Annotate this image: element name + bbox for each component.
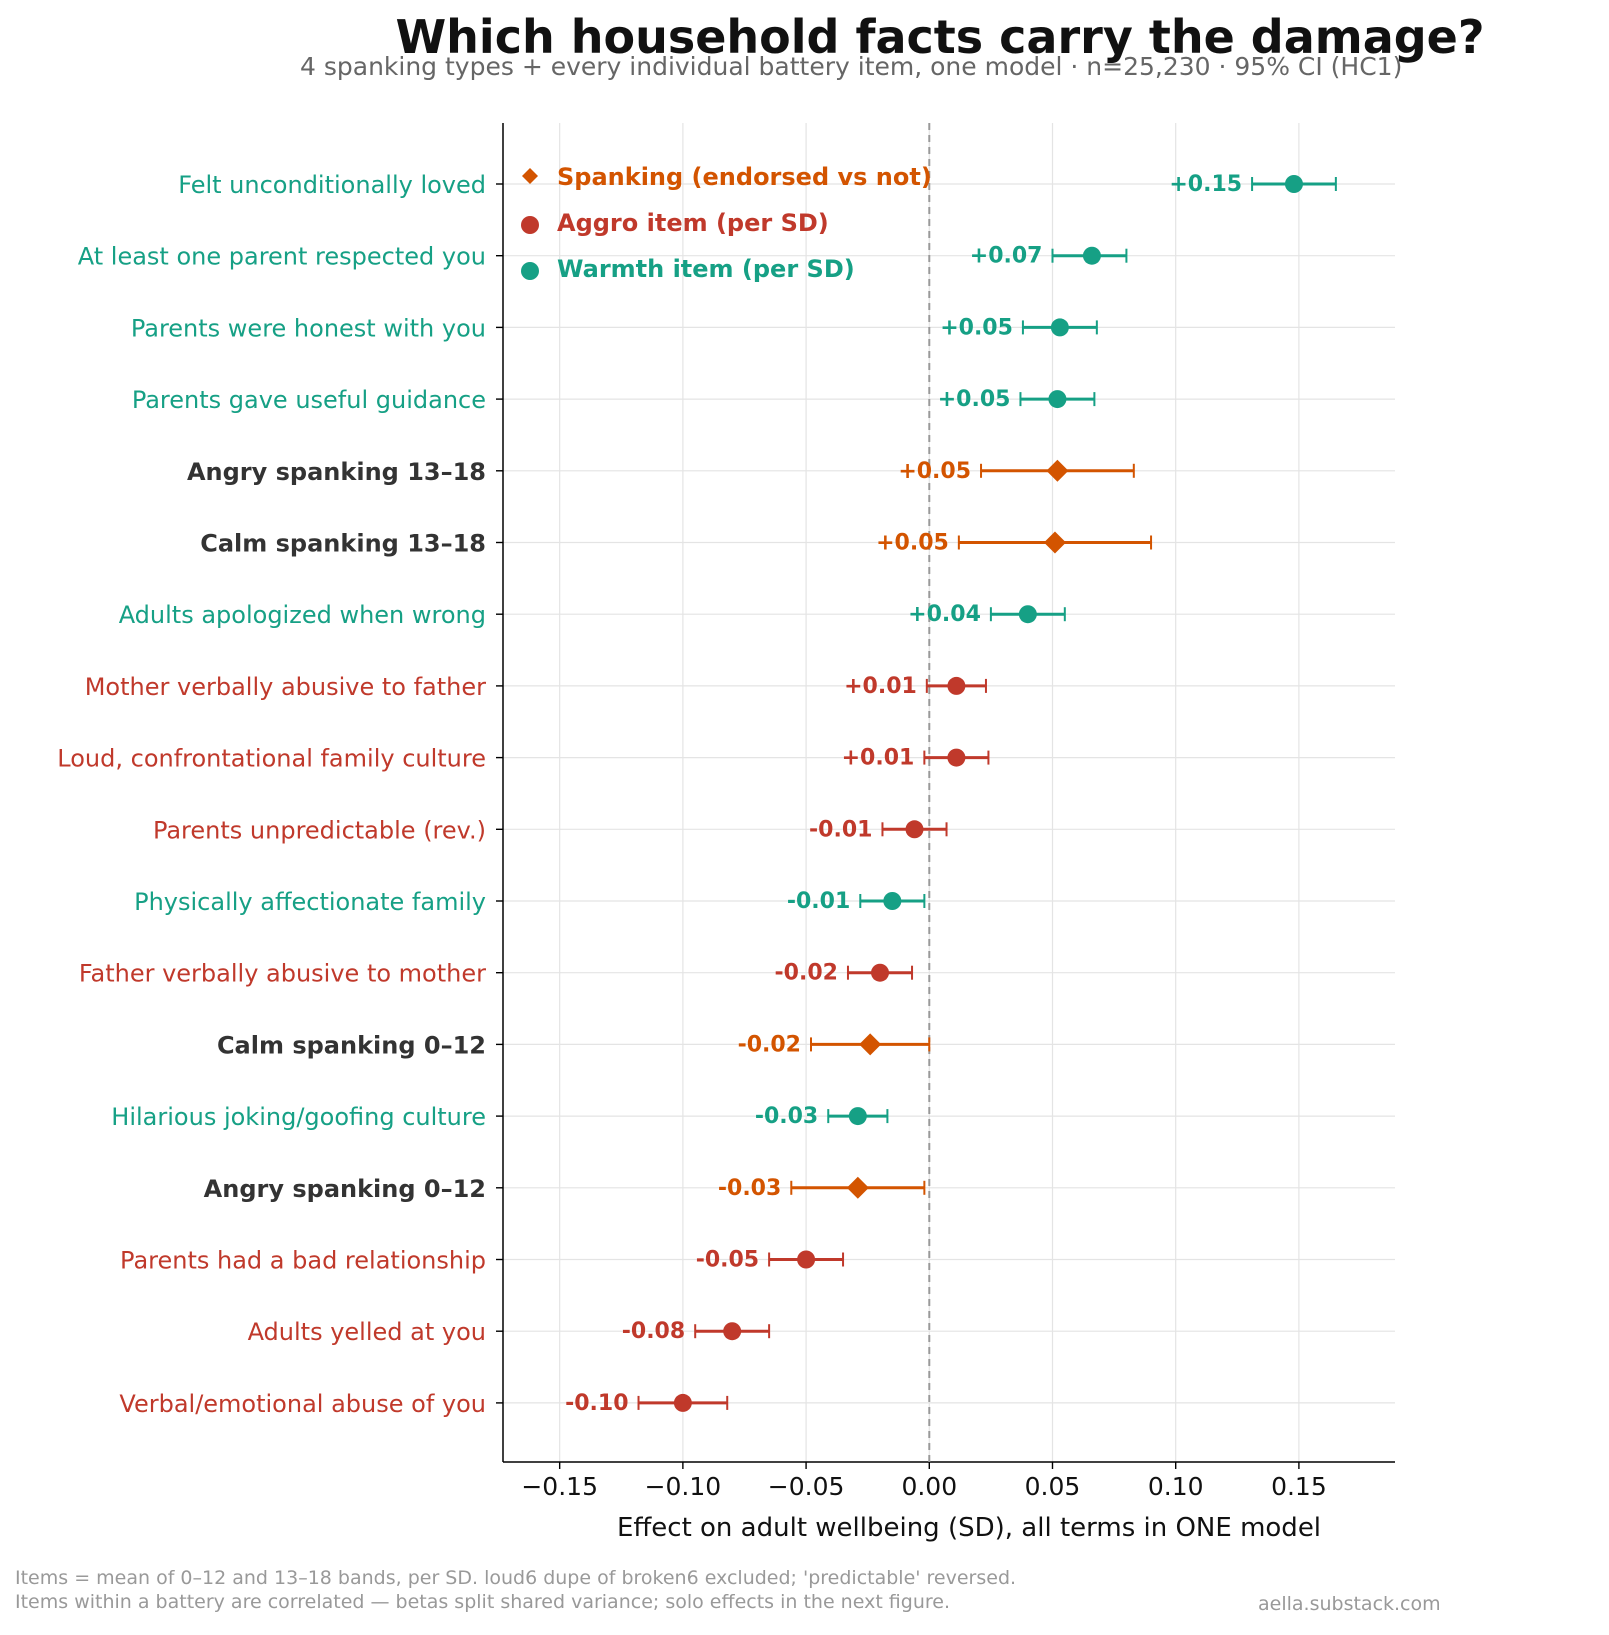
legend-label: Warmth item (per SD) [557,255,855,283]
row-label: Adults apologized when wrong [119,601,486,629]
value-label: -0.03 [755,1104,818,1129]
value-label: -0.05 [696,1248,759,1273]
row-label: Verbal/emotional abuse of you [119,1390,486,1418]
legend-label: Spanking (endorsed vs not) [557,163,932,191]
row-label: Adults yelled at you [248,1318,486,1346]
labels-layer: Felt unconditionally loved +0.15 At least … [57,171,1242,1418]
legend-marker-circle [521,216,539,234]
row-label: Angry spanking 13–18 [187,458,486,486]
estimate-point [905,820,924,839]
value-label: +0.05 [940,315,1013,340]
row-label: Felt unconditionally loved [178,171,486,199]
value-label: +0.05 [938,387,1011,412]
row-label: Parents unpredictable (rev.) [153,816,486,844]
row-label: At least one parent respected you [78,243,486,271]
value-label: -0.01 [787,889,850,914]
estimate-point [883,892,902,910]
estimate-point [1048,390,1067,409]
value-label: -0.01 [809,817,872,842]
row-label: Hilarious joking/goofing culture [111,1103,486,1131]
x-tick-label: −0.10 [645,1472,722,1501]
estimate-point [673,1393,692,1412]
x-tick-label: 0.10 [1148,1472,1204,1501]
row-label: Mother verbally abusive to father [85,673,486,701]
legend-marker-circle [521,262,539,280]
row-label: Physically affectionate family [134,888,486,916]
estimate-point [723,1322,742,1341]
estimate-diamond [1043,531,1066,554]
estimate-point [947,748,966,767]
estimate-diamond [1046,459,1069,482]
value-label: +0.04 [908,602,981,627]
value-label: +0.01 [842,746,915,771]
chart-title: Which household facts carry the damage? [395,10,1485,64]
row-label: Parents gave useful guidance [132,386,486,414]
marks-layer [637,175,1337,1412]
estimate-diamond [846,1176,869,1199]
estimate-point [1284,175,1303,193]
x-tick-label: −0.05 [768,1472,845,1501]
estimate-point [848,1107,867,1126]
value-label: +0.01 [844,674,917,699]
value-label: -0.02 [775,961,838,986]
x-axis-label: Effect on adult wellbeing (SD), all term… [617,1513,1321,1543]
estimate-point [871,963,890,982]
row-label: Calm spanking 13–18 [200,530,486,558]
row-label: Parents were honest with you [131,314,486,342]
estimate-point [797,1250,816,1269]
value-label: -0.10 [565,1391,628,1416]
x-tick-label: 0.05 [1025,1472,1081,1501]
x-tick-label: −0.15 [521,1472,598,1501]
value-label: +0.15 [1169,172,1242,197]
row-label: Calm spanking 0–12 [217,1031,486,1059]
value-label: -0.02 [738,1032,801,1057]
legend: Spanking (endorsed vs not) Aggro item (pe… [521,163,932,283]
x-tick-label: 0.00 [901,1472,957,1501]
chart-subtitle: 4 spanking types + every individual batt… [300,52,1403,81]
grid-layer [503,123,1395,1462]
footnote-line-2: Items within a battery are correlated — … [15,1591,950,1613]
row-label: Angry spanking 0–12 [204,1175,486,1203]
estimate-point [947,676,966,695]
estimate-diamond [859,1033,882,1056]
legend-label: Aggro item (per SD) [557,209,829,237]
credit: aella.substack.com [1258,1593,1441,1615]
estimate-point [1018,605,1037,624]
axes-layer: −0.15 −0.10 −0.05 0.00 0.05 0.10 0.15 Effect on… [496,123,1395,1543]
value-label: -0.03 [718,1176,781,1201]
value-label: +0.05 [898,459,971,484]
legend-marker-diamond [522,168,538,184]
x-tick-label: 0.15 [1271,1472,1327,1501]
value-label: +0.07 [970,244,1043,269]
footnote-line-1: Items = mean of 0–12 and 13–18 bands, pe… [15,1567,1017,1589]
estimate-point [1082,246,1101,265]
row-label: Loud, confrontational family culture [57,745,486,773]
estimate-point [1050,318,1069,337]
value-label: -0.08 [622,1319,685,1344]
row-label: Parents had a bad relationship [120,1247,486,1275]
row-label: Father verbally abusive to mother [79,960,486,988]
value-label: +0.05 [876,531,949,556]
